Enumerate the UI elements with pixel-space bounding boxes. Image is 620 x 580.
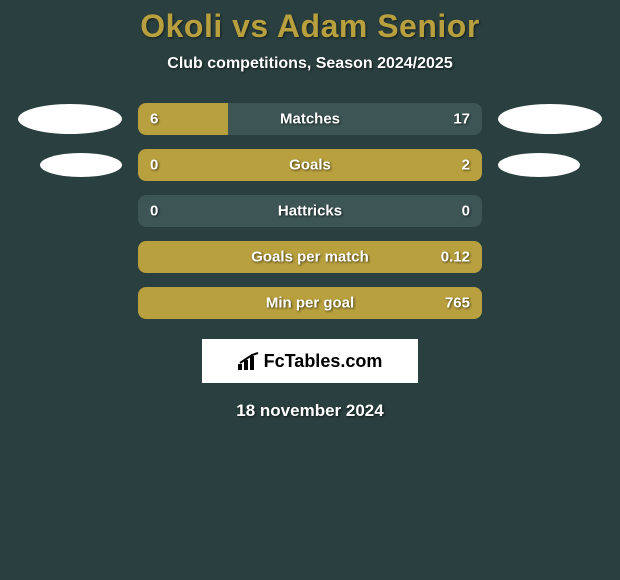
player-left-oval	[40, 153, 122, 177]
player-right-oval	[498, 153, 580, 177]
stat-label: Goals	[289, 157, 331, 174]
stat-value-right: 765	[445, 295, 470, 312]
stat-value-left: 6	[150, 111, 158, 128]
subtitle: Club competitions, Season 2024/2025	[0, 55, 620, 73]
stat-label: Goals per match	[251, 249, 369, 266]
stat-row: 6 17 Matches	[0, 103, 620, 135]
stat-row: 0 0 Hattricks	[0, 195, 620, 227]
player-left-oval	[18, 104, 122, 134]
stat-value-left: 0	[150, 203, 158, 220]
date-text: 18 november 2024	[0, 401, 620, 421]
stat-row: 765 Min per goal	[0, 287, 620, 319]
stat-bar: 6 17 Matches	[138, 103, 482, 135]
logo-box[interactable]: FcTables.com	[202, 339, 418, 383]
stat-value-right: 17	[453, 111, 470, 128]
page-title: Okoli vs Adam Senior	[0, 8, 620, 45]
stat-label: Hattricks	[278, 203, 342, 220]
stat-value-right: 0	[462, 203, 470, 220]
stat-value-right: 0.12	[441, 249, 470, 266]
stat-value-left: 0	[150, 157, 158, 174]
stat-rows: 6 17 Matches 0 2 Goals 0 0 Hattricks 0.12 Goals pe…	[0, 103, 620, 319]
stat-bar: 0 2 Goals	[138, 149, 482, 181]
stat-row: 0 2 Goals	[0, 149, 620, 181]
stat-label: Min per goal	[266, 295, 354, 312]
stat-bar: 0 0 Hattricks	[138, 195, 482, 227]
comparison-panel: Okoli vs Adam Senior Club competitions, …	[0, 0, 620, 421]
stat-bar: 0.12 Goals per match	[138, 241, 482, 273]
stat-value-right: 2	[462, 157, 470, 174]
logo-text: FcTables.com	[264, 351, 383, 372]
stat-label: Matches	[280, 111, 340, 128]
player-right-oval	[498, 104, 602, 134]
stat-row: 0.12 Goals per match	[0, 241, 620, 273]
stat-bar: 765 Min per goal	[138, 287, 482, 319]
logo: FcTables.com	[238, 351, 383, 372]
bars-icon	[238, 352, 260, 370]
